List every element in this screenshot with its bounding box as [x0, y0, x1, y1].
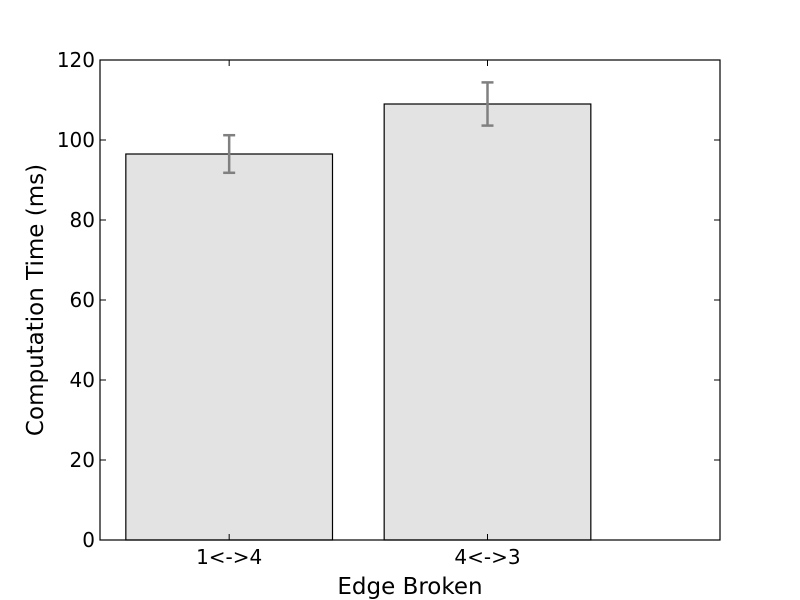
- y-tick-label: 100: [57, 128, 95, 152]
- y-tick-label: 40: [70, 368, 95, 392]
- y-tick-label: 60: [70, 288, 95, 312]
- bars-layer: [125, 103, 592, 541]
- error-bar-0: [223, 133, 236, 175]
- x-tick-label-1: 4<->3: [454, 545, 520, 569]
- error-bar-1: [481, 81, 494, 127]
- y-tick-label: 0: [82, 528, 95, 552]
- y-tick-label: 20: [70, 448, 95, 472]
- x-axis: 1<->4 4<->3: [196, 60, 521, 569]
- x-axis-title: Edge Broken: [337, 574, 482, 600]
- y-tick-label: 120: [57, 48, 95, 72]
- y-axis-title: Computation Time (ms): [23, 164, 49, 436]
- error-bars-layer: [223, 81, 494, 175]
- y-tick-label: 80: [70, 208, 95, 232]
- bar-0: [125, 153, 334, 541]
- bar-1: [383, 103, 592, 541]
- y-axis: 0 20 40 60 80 100 120: [57, 48, 720, 552]
- x-tick-label-0: 1<->4: [196, 545, 262, 569]
